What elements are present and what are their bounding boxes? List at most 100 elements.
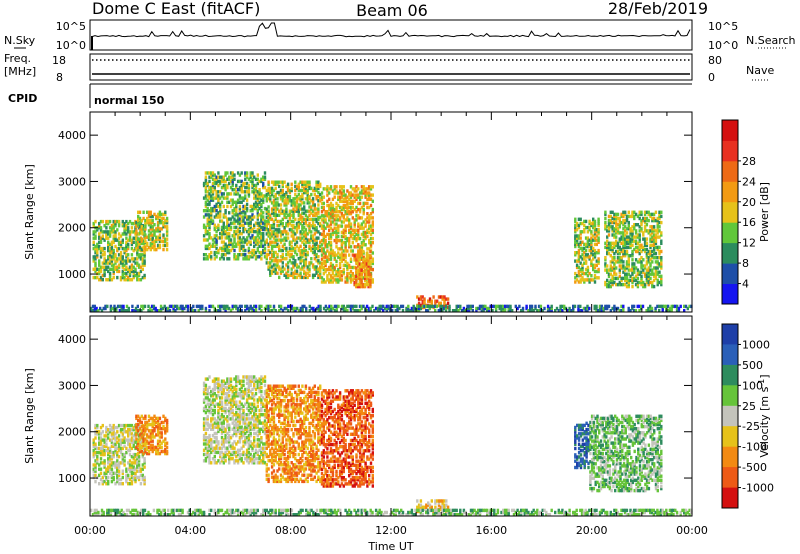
freq-axes [89,53,693,81]
data-cell [245,198,249,202]
data-cell [371,278,374,282]
data-cell [233,229,236,234]
data-cell [640,249,643,254]
data-cell [344,226,347,230]
data-cell [371,261,374,266]
data-cell [107,432,110,436]
data-cell [267,205,270,209]
data-cell [278,309,281,313]
data-cell [297,207,300,211]
data-cell [288,252,292,257]
data-cell [113,306,116,311]
data-cell [299,199,302,203]
data-cell [292,226,295,230]
data-cell [149,210,152,214]
data-cell [158,245,162,250]
data-cell [123,232,126,236]
data-cell [109,309,113,313]
data-cell [134,452,137,457]
data-cell [335,234,338,239]
data-cell [616,260,620,264]
data-cell [317,199,320,203]
data-cell [269,232,272,236]
data-cell [92,275,95,280]
data-cell [138,241,142,246]
data-cell [324,280,327,284]
data-cell [204,306,208,311]
data-cell [146,221,149,225]
data-cell [636,270,640,274]
data-cell [125,246,128,251]
data-cell [340,207,344,212]
data-cell [112,463,115,467]
data-cell [577,280,581,284]
data-cell [292,199,295,203]
data-cell [363,260,367,264]
data-cell [308,228,311,232]
data-cell [98,232,101,236]
data-cell [110,461,114,465]
data-cell [288,197,292,201]
data-cell [116,304,120,309]
data-cell [649,212,652,217]
data-cell [251,183,254,188]
data-cell [430,304,433,309]
data-cell [638,229,641,233]
data-cell [581,263,584,267]
data-cell [328,306,331,311]
data-cell [631,243,634,247]
data-cell [651,235,654,239]
data-cell [294,232,297,236]
data-cell [149,435,152,439]
power-data [90,171,693,313]
colorbar-tick-label: 8 [742,257,749,270]
data-cell [358,284,361,289]
data-cell [400,304,403,309]
data-cell [147,223,151,227]
data-cell [615,241,618,245]
data-cell [283,213,286,217]
data-cell [137,463,141,467]
data-cell [651,212,654,217]
data-cell [299,257,302,261]
data-cell [220,219,224,223]
colorbar-swatch [722,263,738,284]
data-cell [272,269,276,273]
data-cell [281,309,285,313]
colorbar-swatch [722,120,738,141]
data-cell [575,251,579,255]
data-cell [358,276,361,281]
data-cell [353,254,356,258]
data-cell [329,236,333,241]
data-cell [143,304,147,309]
data-cell [622,210,625,214]
data-cell [204,194,208,198]
data-cell [94,248,97,253]
data-cell [607,223,611,227]
data-cell [265,197,268,201]
data-cell [258,202,261,207]
data-cell [128,219,132,224]
data-cell [597,230,600,234]
data-cell [213,173,216,177]
data-cell [340,243,344,247]
power-ylabel: Slant Range [km] [23,164,36,260]
data-cell [301,228,304,232]
data-cell [272,255,276,259]
data-cell [254,190,258,194]
data-cell [137,223,140,227]
data-cell [151,445,154,450]
data-cell [224,183,227,188]
data-cell [363,274,367,278]
data-cell [235,257,238,261]
data-cell [147,418,151,423]
data-cell [645,274,649,278]
data-cell [579,246,582,251]
data-cell [125,304,129,309]
data-cell [643,247,647,252]
data-cell [320,261,324,266]
data-cell [622,237,625,241]
data-cell [303,205,306,209]
data-cell [283,201,286,205]
data-cell [269,265,272,269]
